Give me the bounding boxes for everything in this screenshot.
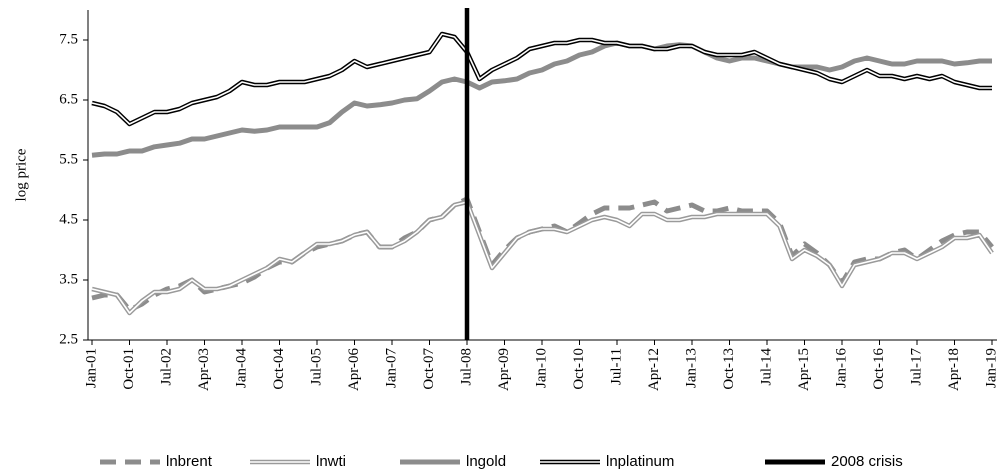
x-tick-label: Apr-06 (346, 348, 362, 392)
legend-item: 2008 crisis (765, 453, 903, 470)
y-axis-label: log price (13, 148, 29, 201)
series-line (91, 40, 992, 158)
legend-item: lnplatinum (540, 453, 674, 470)
x-tick-label: Jan-04 (233, 348, 249, 388)
series-line-inner (91, 201, 993, 314)
legend-item: lngold (400, 453, 506, 470)
x-tick-label: Jul-05 (308, 348, 324, 386)
legend-label: 2008 crisis (831, 453, 903, 470)
x-tick-label: Oct-07 (421, 348, 437, 390)
x-tick-label: Jul-11 (608, 348, 624, 385)
x-tick-label: Jan-07 (383, 348, 399, 388)
y-tick-label: 5.5 (59, 151, 78, 167)
y-tick-label: 6.5 (59, 91, 78, 107)
x-tick-label: Jul-17 (908, 348, 924, 386)
x-tick-label: Oct-01 (121, 348, 137, 390)
x-tick-label: Apr-12 (646, 348, 662, 391)
x-tick-label: Oct-16 (871, 348, 887, 390)
x-tick-label: Oct-13 (721, 348, 737, 390)
x-tick-label: Jan-01 (83, 348, 99, 388)
legend-item: lnwti (250, 453, 346, 470)
legend-label: lnplatinum (606, 453, 674, 470)
x-tick-label: Apr-03 (196, 348, 212, 391)
y-tick-label: 7.5 (59, 31, 78, 47)
legend-item: lnbrent (100, 453, 213, 470)
y-tick-label: 3.5 (59, 271, 78, 287)
x-tick-label: Jan-13 (683, 348, 699, 388)
x-tick-label: Jan-16 (833, 348, 849, 388)
x-tick-label: Apr-09 (496, 348, 512, 391)
x-tick-label: Apr-18 (946, 348, 962, 391)
y-tick-label: 4.5 (59, 211, 78, 227)
x-tick-label: Jan-19 (983, 348, 997, 388)
series-line (91, 196, 994, 313)
legend-label: lnwti (316, 453, 346, 470)
x-tick-label: Oct-04 (271, 348, 287, 390)
series-line (91, 31, 992, 127)
series-line-inner (91, 33, 992, 125)
y-tick-label: 2.5 (59, 331, 78, 347)
legend-label: lnbrent (166, 453, 213, 470)
x-tick-label: Apr-15 (796, 348, 812, 391)
series-line (91, 199, 994, 316)
x-tick-label: Jul-02 (158, 348, 174, 386)
x-tick-label: Oct-10 (571, 348, 587, 390)
x-tick-label: Jul-14 (758, 348, 774, 386)
x-tick-label: Jul-08 (458, 348, 474, 386)
x-tick-label: Jan-10 (533, 348, 549, 388)
legend-label: lngold (466, 453, 506, 470)
